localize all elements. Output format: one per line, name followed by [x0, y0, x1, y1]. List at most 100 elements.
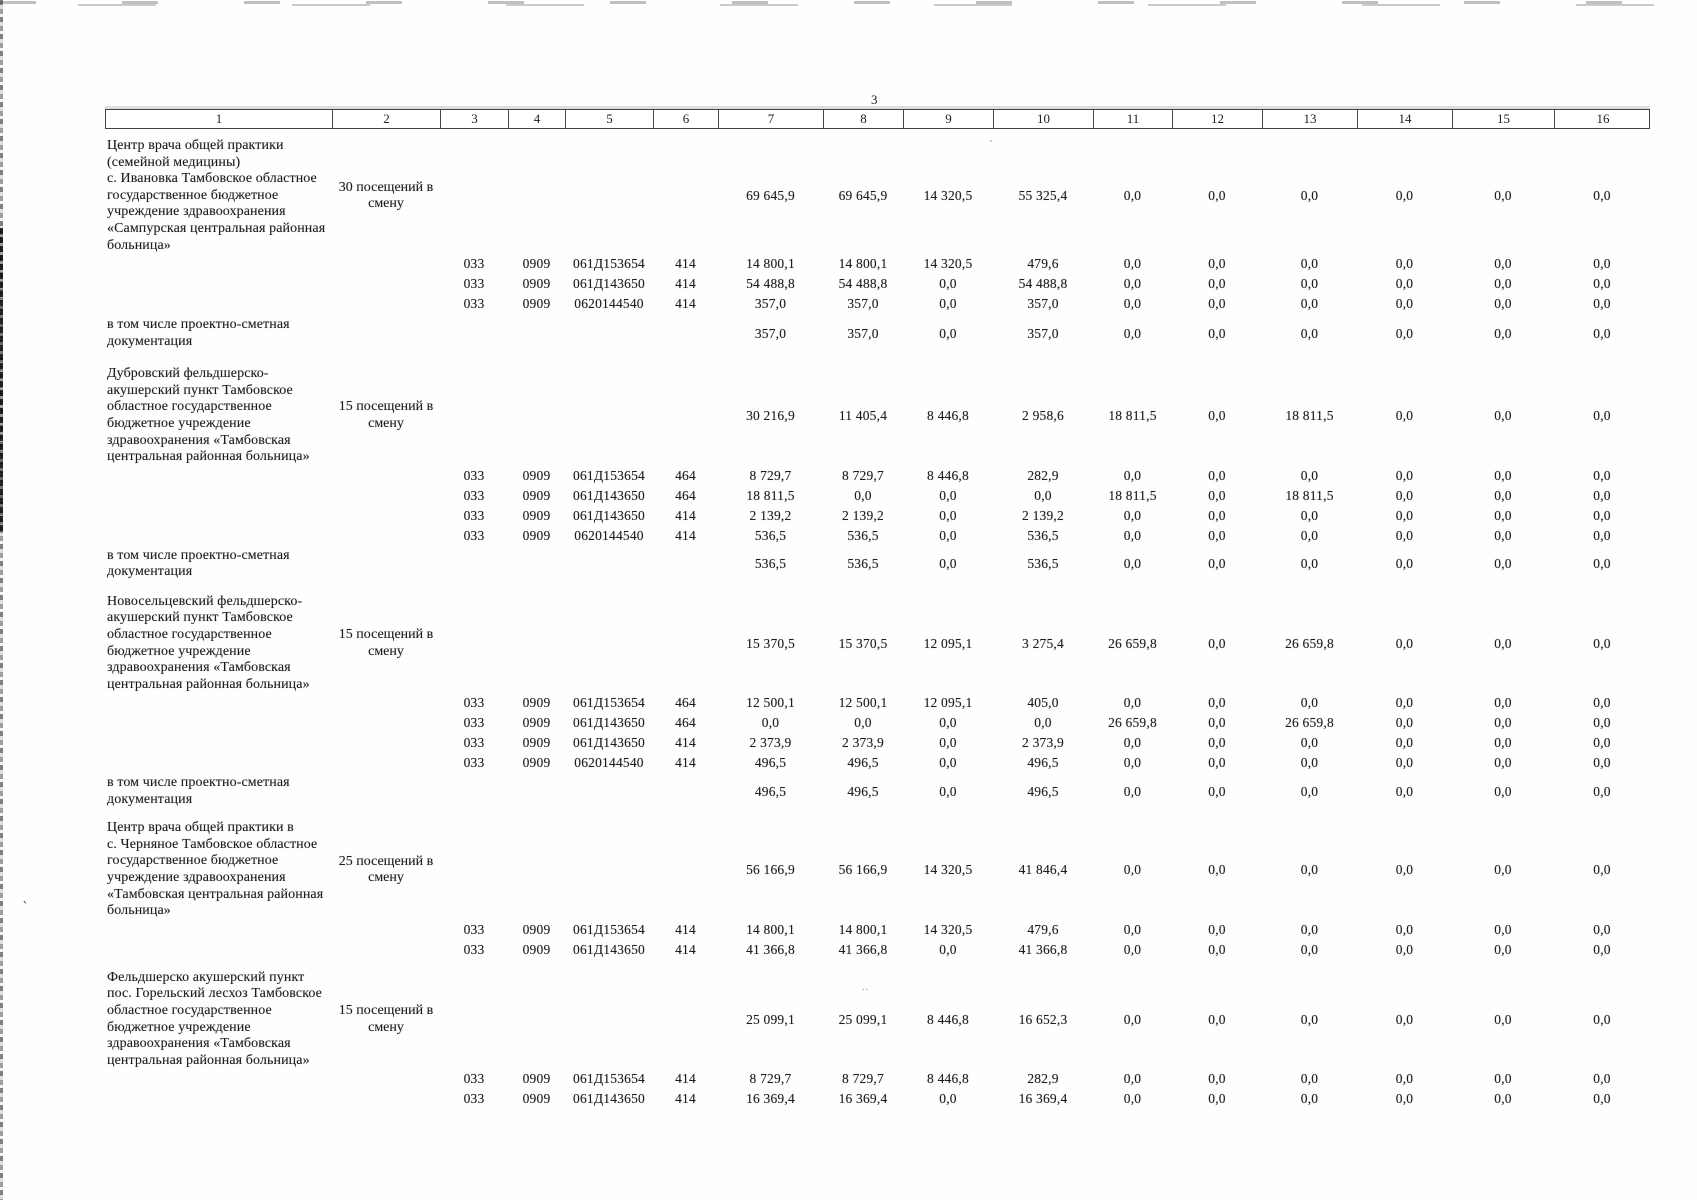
- amount-cell: 0,0: [1208, 407, 1226, 423]
- amount-cell: 0,0: [1494, 467, 1512, 483]
- code-cell: 0909: [522, 1071, 551, 1087]
- amount-cell: 0,0: [1395, 1091, 1414, 1107]
- code-cell: 061Д143650: [573, 276, 645, 292]
- amount-cell: 0,0: [1208, 783, 1226, 799]
- amount-cell: 0,0: [854, 487, 872, 503]
- code-row: 033 0909 0620144540 414 496,5 496,5 0,0 496,5 0,…: [105, 753, 1650, 773]
- scan-noise-top-2: [14, 4, 1697, 6]
- amount-cell: 0,0: [1494, 755, 1512, 771]
- amount-cell: 2 139,2: [749, 507, 792, 523]
- code-cell: 033: [463, 527, 485, 543]
- amount-cell: 0,0: [1494, 556, 1512, 572]
- amount-cell: 0,0: [939, 487, 957, 503]
- code-cell: 061Д143650: [573, 507, 645, 523]
- amount-cell: 0,0: [1494, 296, 1512, 312]
- column-header: 6: [654, 110, 719, 128]
- code-cell: 033: [463, 921, 485, 937]
- code-cell: 0909: [522, 1091, 551, 1107]
- amount-cell: 0,0: [1208, 715, 1226, 731]
- amount-cell: 0,0: [1494, 862, 1512, 878]
- budget-table: 1 2 3 4 5 6 7 8 9 10 11 12 13 14 15 16 Ц…: [105, 109, 1650, 1109]
- facility-row: Фельдшерско акушерский пункт пос. Горель…: [105, 970, 1650, 1070]
- amount-cell: 0,0: [1593, 188, 1611, 204]
- amount-cell: 282,9: [1027, 1071, 1059, 1087]
- amount-cell: 0,0: [1123, 755, 1142, 771]
- code-cell: 033: [463, 735, 485, 751]
- code-cell: 0909: [522, 715, 551, 731]
- amount-cell: 16 652,3: [1018, 1011, 1068, 1027]
- amount-cell: 0,0: [939, 783, 957, 799]
- amount-cell: 0,0: [1208, 276, 1226, 292]
- column-header: 16: [1596, 111, 1610, 126]
- amount-cell: 2 373,9: [1022, 735, 1064, 751]
- facility-section: Дубровский фельдшерско- акушерский пункт…: [105, 366, 1650, 581]
- facility-row: Новосельцевский фельдшерско- акушерский …: [105, 594, 1650, 694]
- amount-cell: 0,0: [1300, 1091, 1319, 1107]
- amount-cell: 536,5: [1027, 527, 1059, 543]
- amount-cell: 0,0: [1208, 188, 1226, 204]
- amount-cell: 0,0: [1123, 862, 1142, 878]
- amount-cell: 18 811,5: [1108, 407, 1157, 423]
- amount-cell: 16 369,4: [746, 1091, 795, 1107]
- amount-cell: 0,0: [1395, 467, 1414, 483]
- amount-cell: 69 645,9: [746, 188, 795, 204]
- amount-cell: 0,0: [1395, 296, 1414, 312]
- amount-cell: 69 645,9: [838, 188, 888, 204]
- facility-row: Центр врача общей практики в с. Черняное…: [105, 820, 1650, 920]
- amount-cell: 0,0: [939, 715, 957, 731]
- code-cell: 414: [675, 507, 696, 523]
- facility-name: Фельдшерско акушерский пункт пос. Горель…: [107, 969, 322, 1068]
- amount-cell: 0,0: [1123, 1071, 1142, 1087]
- code-cell: 0909: [522, 527, 551, 543]
- amount-cell: 25 099,1: [838, 1011, 888, 1027]
- code-cell: 0909: [522, 507, 551, 523]
- amount-cell: 2 373,9: [842, 735, 884, 751]
- amount-cell: 14 800,1: [746, 256, 795, 272]
- amount-cell: 0,0: [939, 735, 957, 751]
- code-cell: 0909: [522, 296, 551, 312]
- amount-cell: 14 320,5: [923, 256, 973, 272]
- amount-cell: 26 659,8: [1108, 635, 1157, 651]
- amount-cell: 14 320,5: [923, 921, 973, 937]
- amount-cell: 55 325,4: [1018, 188, 1068, 204]
- amount-cell: 0,0: [939, 556, 957, 572]
- note-row: в том числе проектно-сметная документаци…: [105, 548, 1650, 581]
- code-cell: 0909: [522, 256, 551, 272]
- code-cell: 414: [675, 256, 696, 272]
- code-cell: 061Д143650: [573, 1091, 645, 1107]
- amount-cell: 8 446,8: [927, 467, 969, 483]
- amount-cell: 0,0: [1395, 276, 1414, 292]
- column-header: 8: [824, 110, 904, 128]
- amount-cell: 54 488,8: [746, 276, 795, 292]
- amount-cell: 0,0: [1494, 941, 1512, 957]
- amount-cell: 0,0: [1494, 921, 1512, 937]
- code-cell: 061Д143650: [573, 941, 645, 957]
- code-cell: 414: [675, 735, 696, 751]
- amount-cell: 41 366,8: [1018, 941, 1068, 957]
- facility-section: Центр врача общей практики (семейной мед…: [105, 138, 1650, 350]
- amount-cell: 0,0: [1300, 1011, 1319, 1027]
- amount-cell: 14 800,1: [746, 921, 795, 937]
- amount-cell: 0,0: [1300, 188, 1319, 204]
- amount-cell: 0,0: [1300, 783, 1319, 799]
- table-body: Центр врача общей практики (семейной мед…: [105, 138, 1650, 1109]
- code-cell: 033: [463, 256, 485, 272]
- code-cell: 033: [463, 695, 485, 711]
- code-cell: 061Д143650: [573, 735, 645, 751]
- code-row: 033 0909 061Д143650 464 18 811,5 0,0 0,0 0,0 18 …: [105, 486, 1650, 506]
- amount-cell: 0,0: [1593, 296, 1611, 312]
- amount-cell: 0,0: [1034, 715, 1052, 731]
- amount-cell: 0,0: [1300, 1071, 1319, 1087]
- amount-cell: 41 366,8: [746, 941, 795, 957]
- amount-cell: 357,0: [847, 296, 879, 312]
- amount-cell: 0,0: [1300, 755, 1319, 771]
- code-cell: 061Д153654: [573, 256, 645, 272]
- code-cell: 033: [463, 467, 485, 483]
- code-cell: 414: [675, 1091, 696, 1107]
- amount-cell: 0,0: [1300, 296, 1319, 312]
- amount-cell: 0,0: [1123, 296, 1142, 312]
- amount-cell: 0,0: [1395, 941, 1414, 957]
- facility-capacity: 15 посещений в смену: [338, 627, 434, 659]
- amount-cell: 41 366,8: [838, 941, 888, 957]
